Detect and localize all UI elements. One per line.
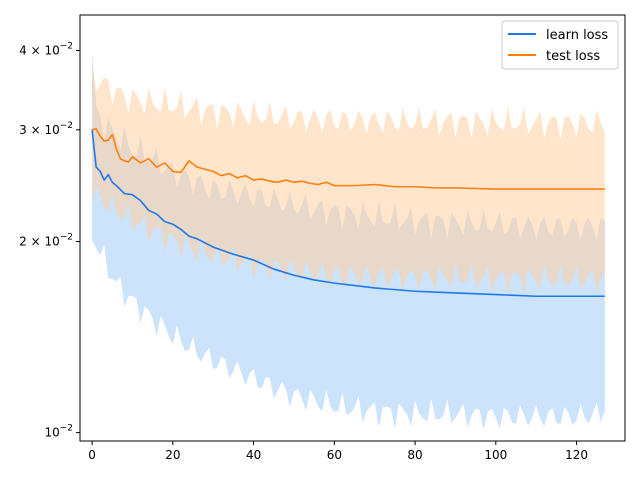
series-line-test-loss <box>91 128 605 190</box>
series-lines <box>91 128 605 298</box>
legend-label: learn loss <box>546 28 608 43</box>
axes: 0 20 40 60 80 100 120 10−2 2 × 10−2 3 × 10−2 4 × 1… <box>19 14 626 462</box>
x-tick-label: 100 <box>484 448 507 462</box>
band-test-loss <box>92 64 605 296</box>
y-tick-label: 10−2 <box>44 424 73 440</box>
x-tick-label: 80 <box>407 448 422 462</box>
x-tick-label: 20 <box>165 448 180 462</box>
x-tick-label: 0 <box>88 448 96 462</box>
y-tick-label: 2 × 10−2 <box>19 233 73 249</box>
legend: learn loss test loss <box>501 20 619 70</box>
legend-label: test loss <box>546 49 600 64</box>
x-tick-label: 40 <box>246 448 261 462</box>
y-tick-label: 3 × 10−2 <box>19 121 73 137</box>
x-tick-label: 120 <box>565 448 588 462</box>
x-tick-label: 60 <box>327 448 342 462</box>
series-line-learn-loss <box>91 129 605 298</box>
plot-frame <box>79 14 626 442</box>
y-tick-label: 4 × 10−2 <box>19 42 73 58</box>
confidence-bands <box>92 52 605 430</box>
